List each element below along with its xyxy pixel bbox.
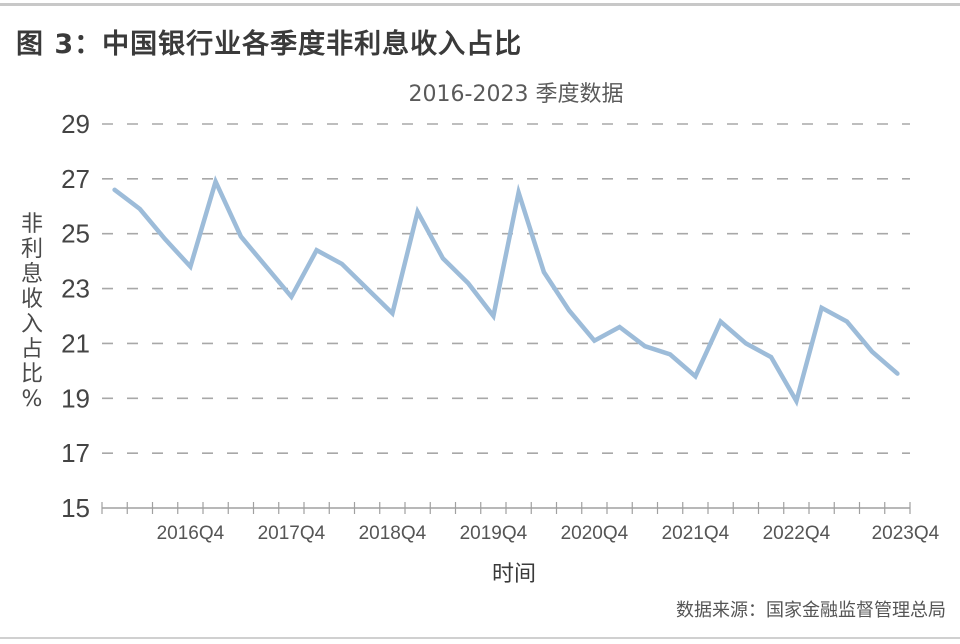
x-tick-label: 2016Q4 <box>157 523 225 544</box>
x-axis-tick-labels: 2016Q4 2017Q4 2018Q4 2019Q4 2020Q4 2021Q4 2022… <box>157 523 940 544</box>
x-tick-label: 2023Q4 <box>872 523 940 544</box>
y-tick-label: 23 <box>61 274 90 304</box>
x-axis <box>101 502 911 514</box>
x-axis-label: 时间 <box>492 562 537 587</box>
series-line-non-interest-income-ratio <box>112 175 900 407</box>
y-tick-label: 25 <box>61 219 90 249</box>
x-tick-label: 2017Q4 <box>258 523 326 544</box>
x-tick-label: 2022Q4 <box>763 523 831 544</box>
x-tick-label: 2018Q4 <box>359 523 427 544</box>
x-tick-label: 2020Q4 <box>561 523 629 544</box>
bottom-rule <box>0 637 960 639</box>
x-tick-label: 2021Q4 <box>662 523 730 544</box>
y-axis-label-char: 收 <box>20 287 43 312</box>
y-tick-label: 21 <box>61 328 90 358</box>
chart-subtitle: 2016-2023 季度数据 <box>408 82 624 107</box>
y-tick-label: 15 <box>61 493 90 523</box>
y-axis-label-char: 非 <box>20 212 43 237</box>
y-tick-label: 29 <box>61 109 90 139</box>
x-tick-label: 2019Q4 <box>460 523 528 544</box>
gridlines <box>102 123 910 454</box>
y-axis-ticks: 15 17 19 21 23 25 27 29 <box>61 109 90 523</box>
y-axis-label-char: 占 <box>20 337 43 362</box>
y-axis-label-char: 入 <box>20 312 43 337</box>
y-axis-label-char: 息 <box>20 262 43 287</box>
y-axis-label-char: 比 <box>20 362 43 387</box>
figure-title: 图 3：中国银行业各季度非利息收入占比 <box>16 29 523 60</box>
y-axis-label-char: 利 <box>20 237 43 262</box>
y-tick-label: 17 <box>61 438 90 468</box>
top-rule <box>0 3 960 6</box>
y-tick-label: 27 <box>61 164 90 194</box>
series-line <box>112 175 900 407</box>
data-source-note: 数据来源：国家金融监督管理总局 <box>676 600 946 621</box>
y-tick-label: 19 <box>61 383 90 413</box>
y-axis-label-char: % <box>21 387 43 412</box>
y-axis-label: 非利息收入占比% <box>19 212 45 412</box>
